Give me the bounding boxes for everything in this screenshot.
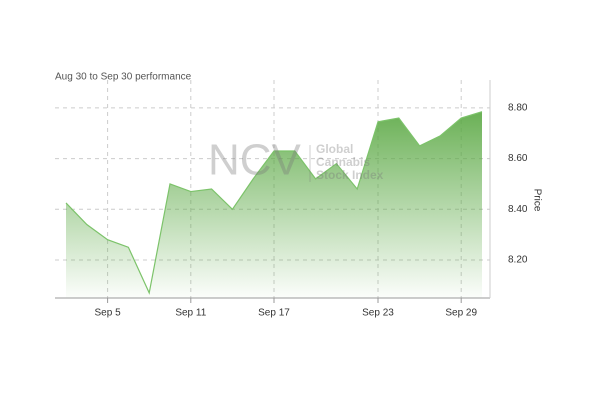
plot-area: 8.20 8.40 8.60 8.80 Sep 5 Sep 11 Sep 17 Sep 23 S… [55, 80, 528, 319]
x-tick-label: Sep 17 [258, 308, 290, 319]
area [66, 111, 482, 299]
y-tick-label: 8.20 [508, 255, 528, 266]
watermark-line: Cannabis [316, 155, 370, 169]
watermark: NCV Global Cannabis Stock Index [208, 136, 384, 185]
subtitle: Aug 30 to Sep 30 performance [55, 72, 192, 83]
watermark-line: Global [316, 142, 353, 156]
watermark-logo: NCV [208, 136, 302, 185]
x-tick-label: Sep 5 [95, 308, 122, 319]
y-tick-label: 8.60 [508, 153, 528, 164]
x-tick-label: Sep 29 [445, 308, 477, 319]
x-tick-label: Sep 11 [175, 308, 206, 319]
line [65, 111, 483, 295]
x-tick-label: Sep 23 [362, 308, 394, 319]
y-tick-label: 8.40 [508, 204, 528, 215]
y-axis-label: Price [531, 189, 542, 212]
watermark-line: Stock Index [316, 168, 384, 182]
y-tick-label: 8.80 [508, 103, 528, 114]
